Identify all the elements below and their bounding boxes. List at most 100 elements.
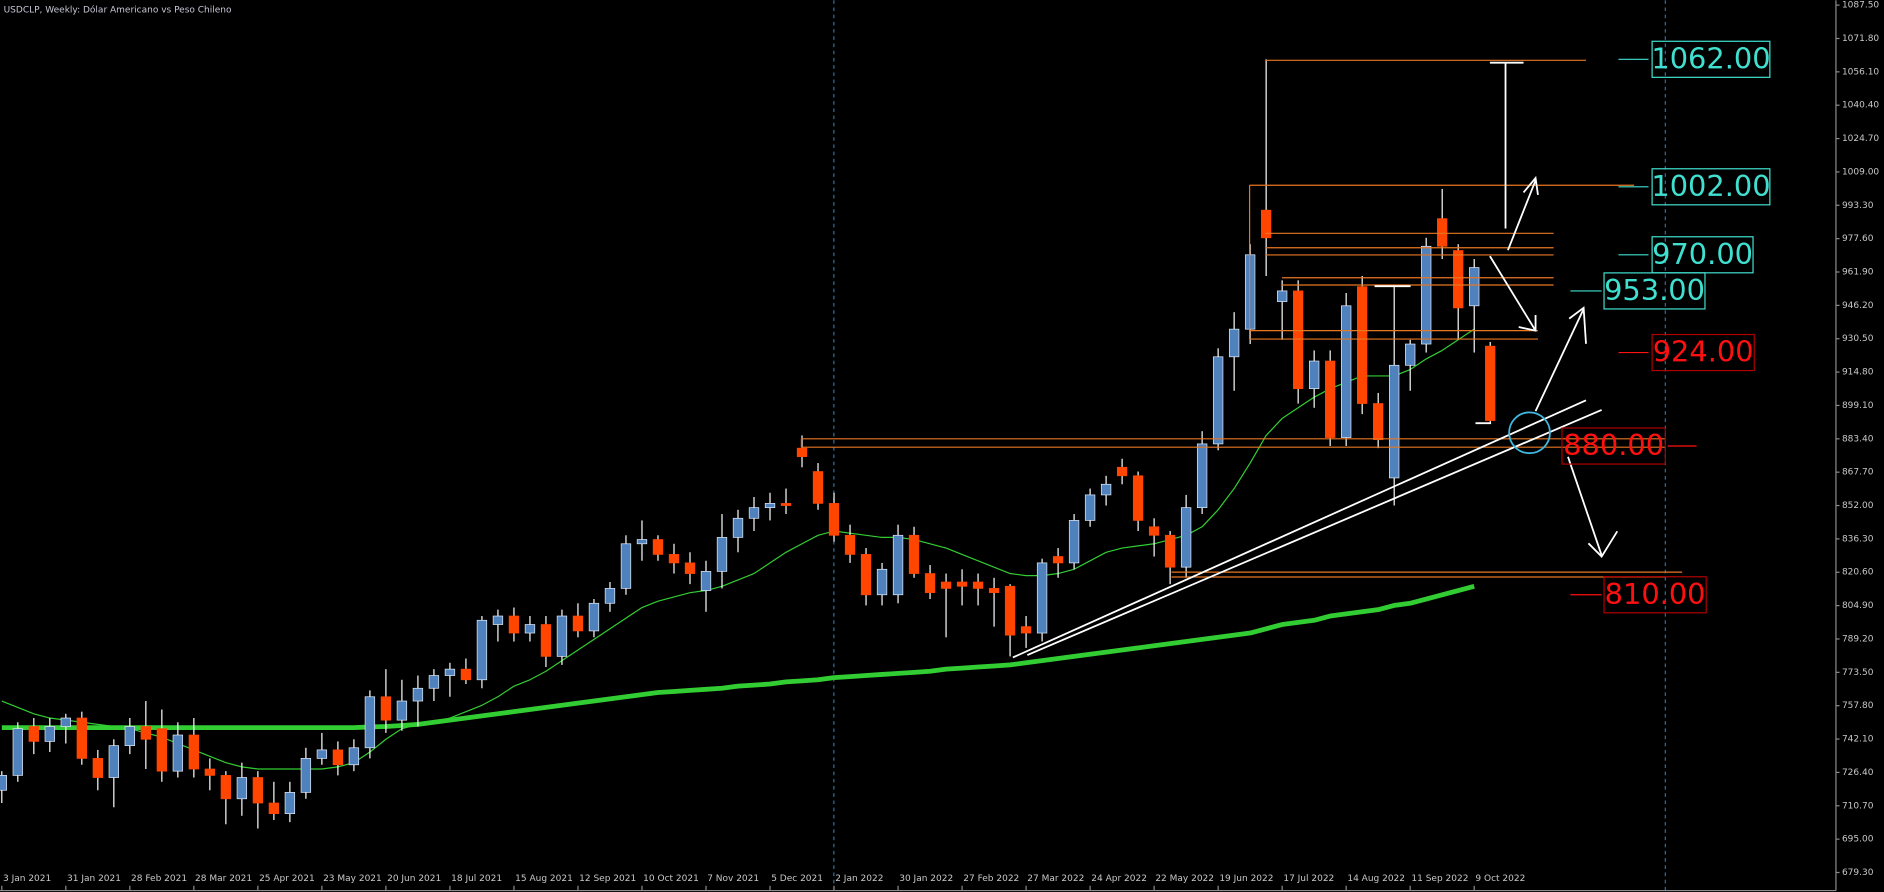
- candle-body: [476, 619, 488, 681]
- candle-body: [860, 554, 872, 596]
- level-box: [1651, 40, 1771, 78]
- arrow: [1567, 456, 1603, 556]
- highlight-circle: [1508, 411, 1551, 455]
- candle-body: [268, 802, 280, 815]
- y-tick-label: 1040.40: [1842, 101, 1879, 111]
- candle-body: [204, 768, 216, 776]
- candle-body: [236, 777, 248, 800]
- y-tick-label: 1087.50: [1842, 1, 1879, 11]
- candle-body: [188, 734, 200, 770]
- x-tick-label: 10 Oct 2021: [643, 874, 699, 884]
- level-label: 880.00: [1563, 428, 1664, 462]
- y-tick-label: 961.90: [1842, 268, 1874, 278]
- x-tick-label: 30 Jan 2022: [899, 874, 953, 884]
- candle-body: [492, 615, 504, 625]
- x-tick-label: 18 Jul 2021: [451, 874, 502, 884]
- y-tick-label: 946.20: [1842, 301, 1874, 311]
- x-tick-label: 19 Jun 2022: [1219, 874, 1273, 884]
- candle-body: [1052, 556, 1064, 564]
- y-tick-label: 930.50: [1842, 334, 1874, 344]
- arrow-head: [1587, 530, 1619, 558]
- candle-body: [1453, 250, 1464, 309]
- x-tick-label: 11 Sep 2022: [1411, 874, 1468, 884]
- candle-body: [380, 696, 392, 721]
- level-box: [1561, 427, 1666, 465]
- candle-body: [524, 624, 536, 634]
- level-label: 810.00: [1605, 577, 1706, 611]
- candle-body: [588, 602, 600, 632]
- candle-body: [44, 726, 55, 742]
- candle-body: [748, 507, 760, 519]
- candle-body: [156, 728, 168, 772]
- y-tick-label: 977.60: [1842, 234, 1874, 244]
- y-tick-label: 914.80: [1842, 368, 1874, 378]
- candle-body: [348, 747, 360, 766]
- candle-body: [844, 534, 856, 555]
- candle-body: [796, 447, 808, 458]
- candle-body: [124, 726, 136, 747]
- y-tick-label: 820.60: [1842, 568, 1874, 578]
- candle-body: [28, 726, 39, 742]
- candle-body: [1357, 286, 1368, 404]
- moving-average: [1, 328, 1475, 770]
- candle-body: [428, 675, 440, 689]
- candle-body: [508, 615, 520, 634]
- y-tick-label: 726.40: [1842, 768, 1874, 778]
- y-tick-label: 852.00: [1842, 501, 1874, 511]
- x-tick-label: 2 Jan 2022: [835, 874, 883, 884]
- candle-body: [956, 581, 968, 587]
- y-tick-label: 1071.80: [1842, 34, 1879, 44]
- candle-body: [764, 503, 776, 509]
- x-tick-label: 12 Sep 2021: [579, 874, 636, 884]
- y-tick-label: 993.30: [1842, 201, 1874, 211]
- x-tick-label: 24 Apr 2022: [1091, 874, 1147, 884]
- candle-body: [412, 687, 424, 702]
- candle-body: [684, 562, 696, 574]
- y-tick-label: 710.70: [1842, 801, 1874, 811]
- arrow-head: [1518, 315, 1537, 332]
- arrow: [1489, 255, 1537, 332]
- candle-body: [1100, 483, 1112, 496]
- candle-body: [940, 581, 952, 589]
- candle-body: [1020, 626, 1032, 634]
- level-label: 1002.00: [1651, 169, 1770, 203]
- y-tick-label: 789.20: [1842, 634, 1874, 644]
- chart-title: USDCLP, Weekly: Dólar Americano vs Peso …: [4, 4, 232, 15]
- x-tick-label: 23 May 2021: [323, 874, 382, 884]
- candle-body: [460, 668, 472, 681]
- candle-body: [636, 539, 648, 545]
- y-tick-label: 1056.10: [1842, 67, 1879, 77]
- x-tick-label: 28 Mar 2021: [195, 874, 252, 884]
- candle-body: [444, 668, 456, 676]
- candle-body: [1164, 534, 1176, 568]
- candle-body: [1116, 466, 1128, 477]
- candle-body: [0, 775, 7, 791]
- arrow: [1534, 308, 1585, 412]
- candle-body: [716, 537, 728, 572]
- candle-body: [76, 717, 87, 759]
- candle-body: [604, 588, 616, 604]
- candle-body: [172, 734, 184, 772]
- candle-body: [284, 792, 296, 815]
- x-tick-label: 7 Nov 2021: [707, 874, 759, 884]
- candle-body: [1324, 360, 1336, 438]
- candle-body: [1405, 343, 1416, 366]
- candle-body: [908, 534, 920, 574]
- candle-body: [12, 728, 23, 776]
- candle-body: [1341, 305, 1352, 438]
- candle-body: [828, 503, 840, 536]
- candle-body: [300, 758, 312, 793]
- candle-body: [1084, 494, 1096, 521]
- candle-body: [1260, 209, 1272, 239]
- candle-body: [60, 717, 71, 727]
- x-tick-label: 14 Aug 2022: [1347, 874, 1405, 884]
- candle-body: [812, 471, 824, 504]
- x-tick-label: 22 May 2022: [1155, 874, 1214, 884]
- candle-body: [108, 745, 119, 778]
- level-box: [1651, 333, 1755, 372]
- y-tick-label: 804.90: [1842, 601, 1874, 611]
- candle-body: [332, 749, 344, 766]
